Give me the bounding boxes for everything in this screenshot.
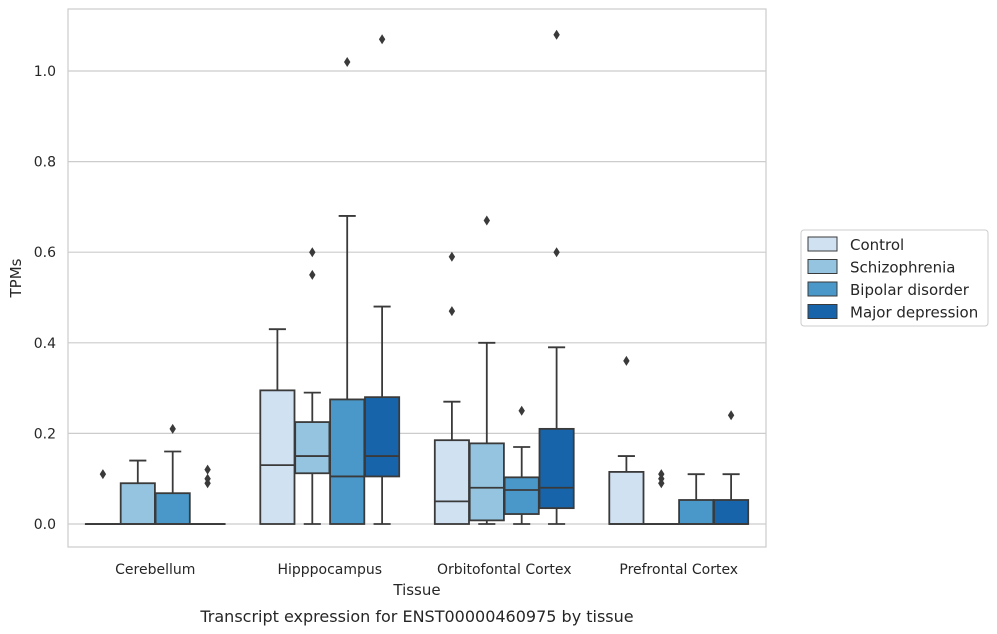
box-2-2 [503,405,540,525]
box-3-0 [608,355,645,525]
box-body [119,482,156,525]
box-body [329,398,366,525]
legend-label: Major depression [850,304,978,322]
outlier-point [204,473,211,484]
y-tick-label: 0.0 [34,517,56,533]
x-tick-labels: Cerebellum Hipppocampus Orbitofontal Corte… [115,562,738,578]
x-tick-label: Hipppocampus [277,562,382,578]
x-tick-label: Orbitofontal Cortex [437,562,572,578]
outlier-point [483,215,490,226]
box-1-1 [294,247,331,525]
box-1-3 [364,34,401,525]
box-2-3 [538,29,575,525]
box-series [84,29,750,526]
box-body [294,421,331,475]
outlier-point [518,405,525,416]
box-1-0 [259,328,296,525]
chart-caption: Transcript expression for ENST0000046097… [199,607,633,626]
box-0-0 [84,469,121,526]
box-body [259,389,296,525]
legend-label: Bipolar disorder [850,281,970,299]
y-tick-label: 0.4 [34,336,56,352]
outlier-point [344,56,351,67]
box-3-3 [713,410,750,525]
legend-swatch [807,304,838,319]
box-body [538,427,575,510]
y-tick-label: 0.8 [34,155,56,171]
box-body [608,471,645,525]
box-body [678,499,715,525]
outlier-point [309,247,316,258]
box-2-1 [468,215,505,525]
x-tick-label: Cerebellum [115,562,195,578]
outlier-point [623,355,630,366]
box-body [713,499,750,525]
box-body [154,492,191,525]
legend-label: Schizophrenia [850,259,955,277]
box-body [364,396,401,478]
y-tick-label: 0.6 [34,245,56,261]
outlier-point [378,34,386,45]
legend: Control Schizophrenia Bipolar disorder Majo… [800,229,989,327]
outlier-point [448,306,456,317]
y-axis-title: TPMs [7,258,25,298]
box-body [503,476,540,515]
outlier-point [658,469,665,480]
outlier-point [553,29,560,40]
y-tick-label: 1.0 [34,64,56,80]
box-2-0 [433,251,470,525]
legend-label: Control [850,236,904,254]
x-axis-title: Tissue [392,581,440,599]
legend-swatch [807,236,838,252]
box-1-2 [329,56,366,525]
box-0-3 [189,464,226,526]
plot-area-frame [67,8,767,548]
outlier-point [99,469,107,480]
outlier-point [727,410,735,421]
box-body [433,439,470,525]
legend-swatch [807,281,838,297]
legend-frame [800,229,989,327]
box-3-1 [643,469,680,526]
legend-swatch [807,259,838,274]
box-0-1 [119,459,156,525]
y-tick-label: 0.2 [34,426,56,442]
y-tick-labels: 0.0 0.2 0.4 0.6 0.8 1.0 [34,64,56,533]
box-body [468,442,505,522]
box-0-2 [154,423,191,525]
outlier-point [448,251,456,262]
box-3-2 [678,473,715,525]
outlier-point [204,464,211,475]
outlier-point [309,269,316,280]
outlier-point [169,423,176,434]
x-tick-label: Prefrontal Cortex [619,562,738,578]
outlier-point [553,247,560,258]
